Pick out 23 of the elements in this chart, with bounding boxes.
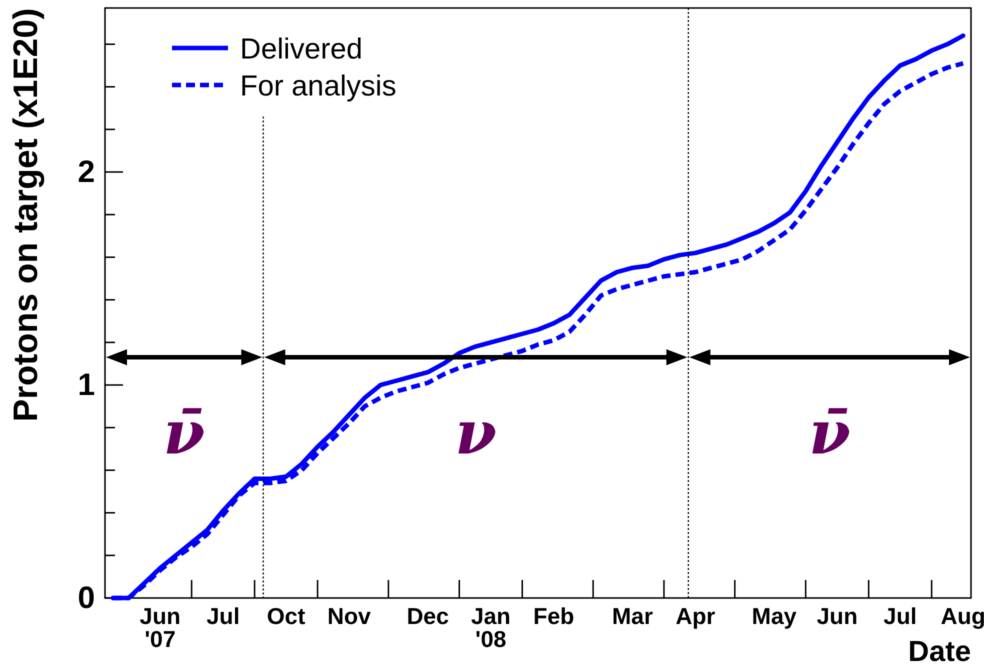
annotation: ν̄	[808, 398, 851, 468]
y-axis-title: Protons on target (x1E20)	[7, 8, 45, 422]
x-tick-label: Feb	[533, 603, 574, 629]
y-tick-label: 1	[78, 366, 95, 402]
annotation: ν	[454, 398, 497, 468]
annotation: ν̄	[163, 398, 205, 468]
legend-label: For analysis	[240, 70, 396, 102]
x-tick-label: Jan '08	[470, 603, 511, 652]
x-tick-label: Jun	[816, 603, 858, 629]
legend-label: Delivered	[240, 33, 362, 66]
x-tick-label: Jun '07	[140, 603, 181, 652]
x-axis-title: Date	[908, 636, 971, 664]
y-tick-label: 0	[78, 580, 95, 615]
y-tick-label: 2	[78, 154, 95, 189]
x-tick-label: May	[752, 603, 797, 629]
x-tick-label: Oct	[266, 603, 306, 629]
x-tick-label: Dec	[406, 603, 450, 629]
x-tick-label: Mar	[612, 603, 653, 629]
x-tick-label: Aug	[940, 603, 984, 629]
x-tick-label: Apr	[676, 603, 716, 629]
x-tick-label: Jul	[884, 603, 917, 629]
x-tick-label: Jul	[206, 603, 240, 629]
x-tick-label: Nov	[327, 603, 371, 629]
